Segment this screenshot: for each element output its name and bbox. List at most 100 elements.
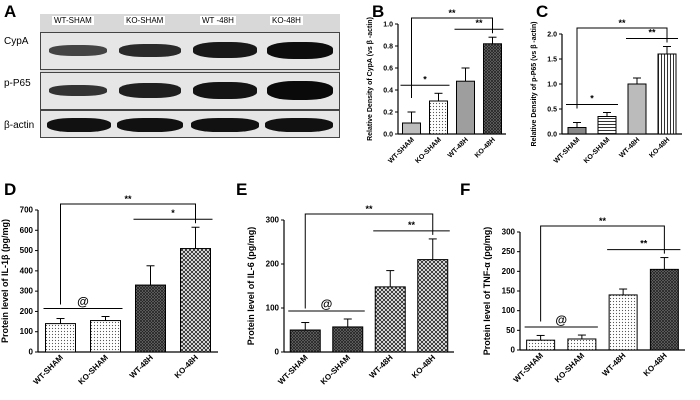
significance-label: ** xyxy=(408,220,416,230)
y-tick-label: 50 xyxy=(506,326,515,335)
y-tick-label: 100 xyxy=(502,306,516,315)
bar xyxy=(567,127,587,135)
significance-label: ** xyxy=(599,216,607,226)
x-tick-label: WT-48H xyxy=(618,136,641,159)
bar xyxy=(45,323,76,353)
x-tick-label: KO-SHAM xyxy=(319,353,353,387)
significance-label: ** xyxy=(475,18,483,28)
blot-band xyxy=(119,83,181,98)
bar xyxy=(456,80,475,135)
bar xyxy=(180,248,211,353)
blot-band xyxy=(47,118,111,132)
blot-lane-label: WT -48H xyxy=(200,16,236,25)
panel-letter-e: E xyxy=(236,180,248,199)
significance-label: ** xyxy=(648,28,656,38)
blot-band xyxy=(267,81,333,100)
blot-row-label-pp65: p-P65 xyxy=(4,78,31,89)
x-tick-label: KO-48H xyxy=(474,136,497,159)
x-tick-label: KO-SHAM xyxy=(583,136,612,165)
bar xyxy=(402,122,421,135)
y-tick-label: 1.0 xyxy=(547,82,557,89)
blot-row-cypa xyxy=(40,32,340,70)
x-tick-label: WT-48H xyxy=(368,353,395,380)
significance-bracket xyxy=(60,203,196,305)
bar xyxy=(657,53,677,135)
blot-band xyxy=(267,42,333,59)
x-tick-label: KO-48H xyxy=(410,353,437,380)
significance-label: ** xyxy=(448,8,456,18)
significance-label: * xyxy=(171,208,175,218)
y-tick-label: 0.2 xyxy=(383,110,393,117)
y-tick-label: 1.5 xyxy=(547,57,557,64)
significance-label: * xyxy=(590,94,594,104)
blot-row-bactin xyxy=(40,110,340,138)
bar xyxy=(289,329,321,353)
significance-label: @ xyxy=(555,313,567,327)
y-tick-label: 300 xyxy=(266,216,280,225)
x-tick-label: WT-48H xyxy=(600,351,627,378)
blot-row-label-cypa: CypA xyxy=(4,36,29,47)
significance-label: @ xyxy=(321,297,333,311)
blot-band xyxy=(193,82,257,99)
y-tick-label: 2.0 xyxy=(547,32,557,39)
blot-band xyxy=(49,85,107,96)
y-axis-label: Protein level of TNF-α (pg/mg) xyxy=(482,227,492,356)
panel-letter-a: A xyxy=(4,2,17,21)
y-tick-label: 0.5 xyxy=(547,107,557,114)
y-tick-label: 250 xyxy=(502,247,516,256)
significance-label: ** xyxy=(124,194,132,204)
y-tick-label: 700 xyxy=(20,206,34,215)
y-tick-label: 300 xyxy=(502,228,516,237)
blot-band xyxy=(191,118,259,132)
x-tick-label: WT-48H xyxy=(447,136,470,159)
y-axis-label: Relative Density of p-P65 (vs β -actin) xyxy=(531,22,538,147)
bar xyxy=(417,259,449,353)
y-tick-label: 0 xyxy=(511,346,516,355)
blot-lane-label: WT-SHAM xyxy=(52,16,94,25)
x-tick-label: WT-SHAM xyxy=(276,353,310,387)
y-tick-label: 500 xyxy=(20,246,34,255)
y-tick-label: 0.8 xyxy=(383,44,393,51)
bar xyxy=(526,339,556,351)
y-tick-label: 0 xyxy=(29,348,34,357)
x-tick-label: WT-SHAM xyxy=(553,136,582,165)
significance-bracket xyxy=(540,225,665,322)
y-tick-label: 200 xyxy=(266,260,280,269)
bar xyxy=(429,100,448,135)
significance-label: ** xyxy=(618,18,626,28)
y-tick-label: 200 xyxy=(502,267,516,276)
x-tick-label: WT-48H xyxy=(128,353,155,380)
bar xyxy=(135,284,166,353)
significance-label: ** xyxy=(365,204,373,214)
x-tick-label: KO-48H xyxy=(648,136,671,159)
y-tick-label: 150 xyxy=(502,287,516,296)
x-tick-label: KO-SHAM xyxy=(414,136,443,165)
significance-label: ** xyxy=(640,239,648,249)
blot-row-pp65 xyxy=(40,72,340,110)
bar xyxy=(627,83,647,135)
blot-lane-label: KO-SHAM xyxy=(124,16,166,25)
blot-band xyxy=(117,118,183,132)
x-tick-label: WT-SHAM xyxy=(512,351,546,385)
y-axis-label: Protein level of IL-6 (pg/mg) xyxy=(246,227,256,346)
significance-label: * xyxy=(423,74,427,84)
blot-row-label-bactin: β-actin xyxy=(4,120,35,131)
y-axis-label: Relative Density of CypA (vs β -actin) xyxy=(367,17,374,141)
y-tick-label: 0.0 xyxy=(547,132,557,139)
y-tick-label: 0.0 xyxy=(383,132,393,139)
y-tick-label: 200 xyxy=(20,307,34,316)
y-tick-label: 0.4 xyxy=(383,88,393,95)
significance-bracket xyxy=(576,27,668,109)
y-tick-label: 0.6 xyxy=(383,66,393,73)
x-tick-label: KO-SHAM xyxy=(77,353,111,387)
y-tick-label: 0 xyxy=(275,348,280,357)
x-tick-label: KO-48H xyxy=(173,353,200,380)
y-tick-label: 300 xyxy=(20,287,34,296)
significance-label: @ xyxy=(77,295,89,309)
y-tick-label: 1.0 xyxy=(383,22,393,29)
western-blot: WT-SHAM KO-SHAM WT -48H KO-48H xyxy=(40,14,340,138)
y-tick-label: 100 xyxy=(20,327,34,336)
blot-band xyxy=(49,45,107,56)
x-tick-label: KO-SHAM xyxy=(553,351,587,385)
